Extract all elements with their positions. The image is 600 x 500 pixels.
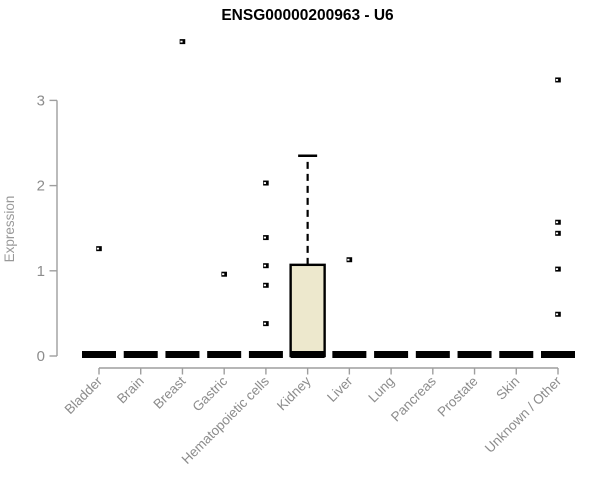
median-bar (499, 351, 534, 358)
x-category-label: Lung (365, 374, 397, 406)
boxplot-breast (165, 39, 200, 358)
boxplot-lung (374, 351, 409, 358)
x-category-label: Skin (493, 374, 522, 403)
y-axis-title: Expression (2, 196, 17, 263)
median-bar (541, 351, 575, 358)
outlier-point-center (263, 322, 267, 325)
outlier-point-center (263, 264, 267, 267)
boxplot-bladder (82, 246, 116, 358)
boxplot-unknown-other (541, 77, 575, 358)
x-category-label: Prostate (435, 374, 481, 420)
median-bar (457, 351, 492, 358)
median-bar (290, 351, 325, 358)
outlier-point-center (222, 273, 225, 276)
y-tick-label: 3 (37, 92, 45, 109)
chart-title: ENSG00000200963 - U6 (221, 7, 394, 24)
x-category-label: Kidney (274, 373, 314, 413)
boxplot-pancreas (415, 351, 450, 358)
x-category-label: Brain (114, 374, 147, 407)
median-bar (248, 351, 283, 358)
median-bar (415, 351, 450, 358)
median-bar (332, 351, 367, 358)
boxplot-liver (332, 257, 367, 358)
y-axis: 0 1 2 3 Expression (2, 92, 58, 365)
x-category-label: Liver (324, 373, 356, 405)
x-category-label: Pancreas (388, 373, 439, 424)
x-category-label: Gastric (189, 373, 230, 414)
x-category-label: Bladder (62, 373, 106, 417)
boxplot-kidney (289, 154, 326, 358)
boxplot-prostate (457, 351, 492, 358)
boxplot-skin (499, 351, 534, 358)
y-tick-label: 1 (37, 263, 45, 280)
outlier-point-center (555, 232, 559, 235)
outlier-point-center (555, 268, 559, 270)
boxplot-gastric (207, 271, 242, 358)
outlier-point-center (263, 182, 267, 184)
outlier-point-center (555, 79, 559, 81)
boxplot-hematopoietic-cells (248, 180, 283, 358)
median-bar (374, 351, 409, 358)
outlier-point-center (555, 313, 559, 316)
median-bar (165, 351, 200, 358)
outlier-point-center (347, 258, 350, 261)
outlier-point-center (96, 247, 100, 250)
box-iqr (289, 263, 326, 358)
x-category-label: Breast (150, 373, 188, 411)
boxplot-brain (123, 351, 158, 358)
median-bar (207, 351, 242, 358)
outlier-point-center (555, 221, 559, 224)
outlier-point-center (180, 40, 183, 43)
y-tick-label: 0 (37, 348, 45, 365)
median-bar (82, 351, 116, 358)
outlier-point-center (263, 236, 267, 239)
outlier-point-center (263, 284, 267, 287)
x-category-label: Unknown / Other (482, 373, 565, 456)
y-tick-label: 2 (37, 178, 45, 195)
median-bar (123, 351, 158, 358)
